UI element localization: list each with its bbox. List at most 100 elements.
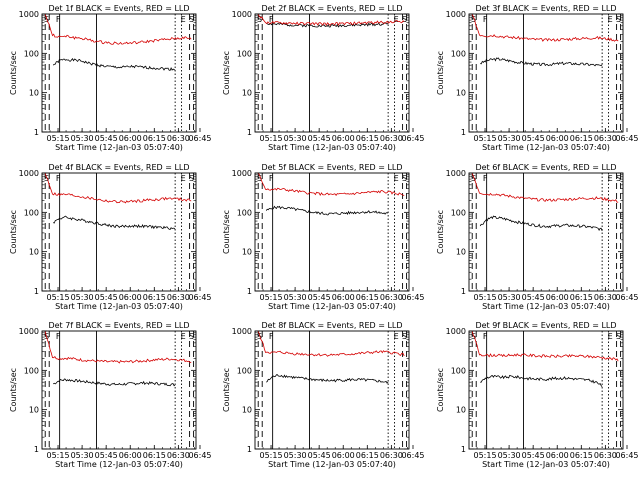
- events-series-line: [266, 22, 389, 28]
- detector-panel-6: Det 6f BLACK = Events, RED = LLD 1 10 100 10…: [436, 163, 639, 311]
- x-axis-label: Start Time (12-Jan-03 05:07:40): [482, 460, 610, 469]
- time-marker-label: E: [608, 332, 613, 341]
- time-marker-label: S: [257, 15, 262, 24]
- x-tick-label: 06:45: [401, 293, 424, 302]
- plot-frame: [254, 13, 410, 133]
- y-tick-label: 100: [451, 208, 466, 217]
- y-axis-label: Counts/sec: [222, 210, 231, 254]
- x-tick-label: 05:30: [498, 134, 521, 143]
- plot-frame: [41, 172, 197, 292]
- events-series-line: [265, 374, 389, 384]
- y-tick-label: 1000: [19, 169, 39, 178]
- x-tick-label: 06:00: [119, 134, 142, 143]
- time-marker-label: S: [402, 332, 407, 341]
- plot-frame: [468, 330, 624, 450]
- y-tick-label: 1000: [19, 327, 39, 336]
- time-marker-label: E: [181, 15, 186, 24]
- y-tick-label: 1000: [232, 169, 252, 178]
- x-tick-label: 05:45: [95, 293, 118, 302]
- plot-frame: [41, 330, 197, 450]
- y-tick-label: 10: [456, 406, 466, 415]
- lld-series-line: [257, 331, 405, 357]
- detector-panel-4: Det 4f BLACK = Events, RED = LLD 1 10 100 10…: [9, 163, 212, 311]
- y-tick-label: 1000: [19, 10, 39, 19]
- panel-title: Det 1f BLACK = Events, RED = LLD: [48, 4, 189, 13]
- time-marker-label: S: [44, 15, 49, 24]
- events-series-line: [52, 378, 176, 387]
- x-tick-label: 06:00: [332, 134, 355, 143]
- y-tick-label: 1000: [232, 327, 252, 336]
- x-tick-label: 05:15: [260, 451, 283, 460]
- time-marker-label: S: [616, 332, 621, 341]
- time-marker-label: F: [56, 15, 61, 24]
- panel-title: Det 2f BLACK = Events, RED = LLD: [261, 4, 402, 13]
- time-marker-label: S: [189, 15, 194, 24]
- lld-series-line: [44, 173, 192, 204]
- x-tick-label: 05:30: [498, 293, 521, 302]
- panel-title: Det 9f BLACK = Events, RED = LLD: [475, 321, 616, 330]
- x-tick-label: 06:00: [332, 451, 355, 460]
- x-tick-label: 05:30: [284, 451, 307, 460]
- lld-series-line: [257, 14, 405, 27]
- y-tick-label: 1: [34, 287, 39, 296]
- lld-series-line: [471, 173, 619, 203]
- detector-panel-3: Det 3f BLACK = Events, RED = LLD 1 10 100 10…: [436, 4, 639, 152]
- y-tick-label: 100: [24, 49, 39, 58]
- lld-series-line: [471, 14, 619, 42]
- time-marker-label: E: [394, 332, 399, 341]
- x-tick-label: 06:15: [356, 134, 379, 143]
- panel-title: Det 6f BLACK = Events, RED = LLD: [475, 163, 616, 172]
- y-tick-label: 1: [247, 287, 252, 296]
- panel-title: Det 4f BLACK = Events, RED = LLD: [48, 163, 189, 172]
- time-marker-label: F: [483, 174, 488, 183]
- events-series-line: [265, 205, 389, 216]
- x-tick-label: 06:00: [332, 293, 355, 302]
- time-marker-label: S: [616, 174, 621, 183]
- panel-title: Det 7f BLACK = Events, RED = LLD: [48, 321, 189, 330]
- x-tick-label: 05:45: [522, 451, 545, 460]
- y-tick-label: 10: [29, 89, 39, 98]
- panel-title: Det 8f BLACK = Events, RED = LLD: [261, 321, 402, 330]
- x-tick-label: 06:15: [356, 451, 379, 460]
- x-tick-label: 06:00: [546, 134, 569, 143]
- x-tick-label: 06:30: [380, 451, 403, 460]
- x-tick-label: 06:30: [167, 451, 190, 460]
- plot-frame: [254, 330, 410, 450]
- y-tick-label: 1: [34, 445, 39, 454]
- x-tick-label: 06:30: [380, 134, 403, 143]
- x-tick-label: 06:45: [188, 293, 211, 302]
- y-tick-label: 1: [461, 128, 466, 137]
- y-tick-label: 100: [24, 366, 39, 375]
- x-axis-label: Start Time (12-Jan-03 05:07:40): [482, 143, 610, 152]
- y-axis-label: Counts/sec: [9, 368, 18, 412]
- y-tick-label: 1000: [232, 10, 252, 19]
- plot-frame: [468, 13, 624, 133]
- x-tick-label: 05:15: [47, 134, 70, 143]
- time-marker-label: S: [402, 174, 407, 183]
- y-tick-label: 10: [456, 248, 466, 257]
- x-tick-label: 05:30: [498, 451, 521, 460]
- x-tick-label: 06:00: [546, 293, 569, 302]
- y-axis-label: Counts/sec: [222, 368, 231, 412]
- x-axis-label: Start Time (12-Jan-03 05:07:40): [55, 143, 183, 152]
- time-marker-label: E: [608, 174, 613, 183]
- x-tick-label: 06:30: [380, 293, 403, 302]
- x-tick-label: 05:45: [522, 134, 545, 143]
- x-tick-label: 05:15: [260, 134, 283, 143]
- y-tick-label: 100: [451, 49, 466, 58]
- x-tick-label: 06:45: [615, 451, 638, 460]
- x-tick-label: 05:15: [260, 293, 283, 302]
- x-tick-label: 06:30: [594, 451, 617, 460]
- y-tick-label: 10: [242, 89, 252, 98]
- x-tick-label: 05:30: [284, 134, 307, 143]
- y-axis-label: Counts/sec: [222, 51, 231, 95]
- x-tick-label: 05:15: [474, 134, 497, 143]
- detector-panel-7: Det 7f BLACK = Events, RED = LLD 1 10 100 10…: [9, 321, 212, 469]
- x-tick-label: 05:45: [308, 134, 331, 143]
- x-tick-label: 06:45: [615, 134, 638, 143]
- time-marker-label: S: [257, 174, 262, 183]
- time-marker-label: E: [394, 174, 399, 183]
- detector-panel-2: Det 2f BLACK = Events, RED = LLD 1 10 100 10…: [222, 4, 425, 152]
- panel-title: Det 3f BLACK = Events, RED = LLD: [475, 4, 616, 13]
